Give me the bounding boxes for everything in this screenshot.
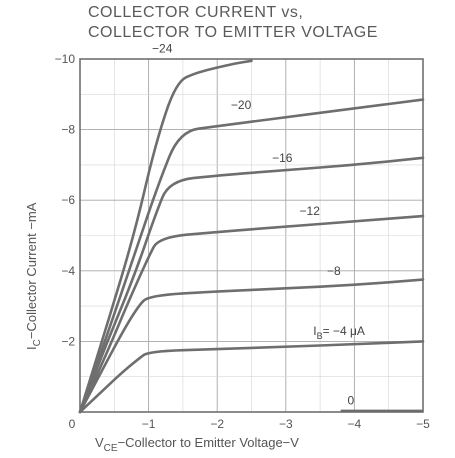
- y-axis-label: IC−Collector Current −mA: [24, 202, 43, 350]
- x-axis-label-sub: CE: [104, 443, 118, 454]
- curve-label: −16: [272, 151, 293, 165]
- chart-title-line-1: COLLECTOR CURRENT vs,: [88, 4, 304, 21]
- curve-label: −24: [152, 41, 173, 55]
- curve-line: [78, 340, 425, 414]
- y-tick-label: −8: [61, 123, 75, 137]
- y-axis-label-rest: −Collector Current −mA: [24, 202, 39, 339]
- curve-label: IB= −4 μA: [313, 324, 365, 341]
- curve-line: [78, 59, 253, 414]
- curve-line: [78, 156, 425, 414]
- y-tick-label: −4: [61, 264, 75, 278]
- x-tick-labels: 0 −1 −2 −3 −4 −5: [69, 417, 431, 431]
- curve-label: −20: [231, 98, 252, 112]
- curve-line: [78, 98, 425, 414]
- x-axis-label: VCE−Collector to Emitter Voltage−V: [95, 435, 299, 454]
- y-axis-label-main: I: [24, 346, 39, 350]
- y-tick-labels: −2 −4 −6 −8 −10: [55, 52, 76, 348]
- x-tick-label: −3: [279, 417, 293, 431]
- curve-label: −12: [300, 204, 321, 218]
- y-axis-label-sub: C: [32, 339, 43, 346]
- y-tick-label: −2: [61, 334, 75, 348]
- x-tick-label: −2: [210, 417, 224, 431]
- y-tick-label: −6: [61, 193, 75, 207]
- x-tick-label: −1: [142, 417, 156, 431]
- y-tick-label: −10: [55, 52, 76, 66]
- grid: [80, 59, 423, 412]
- chart-title-line-2: COLLECTOR TO EMITTER VOLTAGE: [88, 24, 378, 41]
- curve-line: [78, 278, 425, 414]
- curve-label: −8: [327, 264, 341, 278]
- x-tick-label: −4: [348, 417, 362, 431]
- plot-frame: [79, 58, 424, 413]
- curve-label-zero: 0: [348, 394, 355, 408]
- x-axis-label-main: V: [95, 435, 104, 450]
- curves: [78, 59, 425, 414]
- x-tick-label: 0: [69, 417, 76, 431]
- x-axis-label-rest: −Collector to Emitter Voltage−V: [118, 435, 300, 450]
- curve-line: [78, 214, 425, 414]
- curve-labels: IB= −4 μA −8 −12 −16 −20 −24 0: [152, 41, 365, 407]
- x-tick-label: −5: [416, 417, 430, 431]
